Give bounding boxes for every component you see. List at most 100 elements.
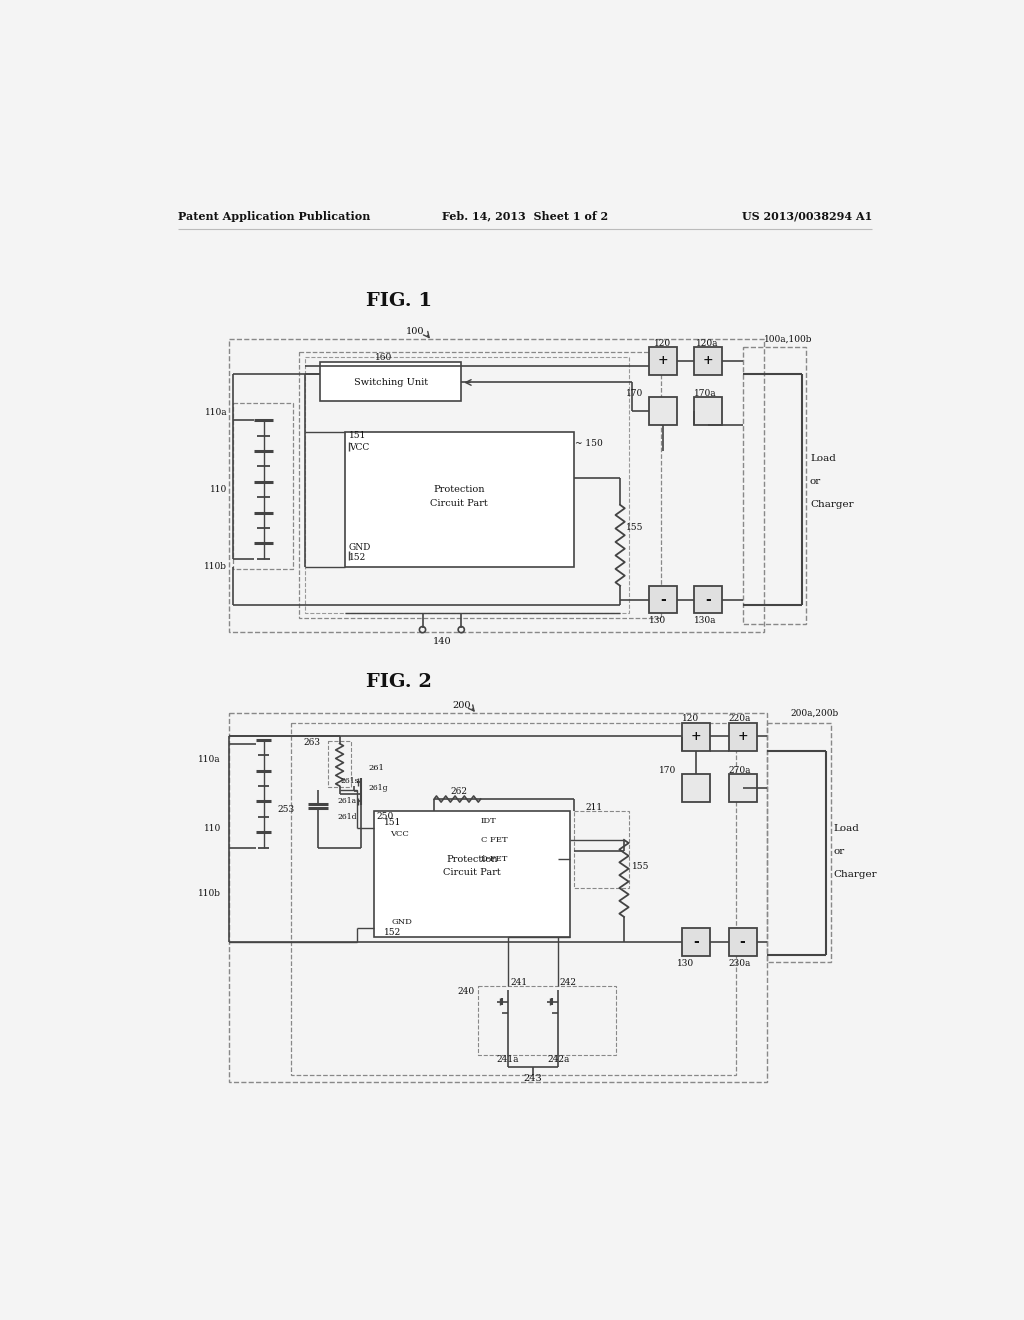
- Text: 130: 130: [677, 958, 694, 968]
- Text: or: or: [834, 847, 845, 855]
- Text: Patent Application Publication: Patent Application Publication: [178, 211, 371, 222]
- Text: 110a: 110a: [205, 408, 227, 417]
- Text: +: +: [691, 730, 701, 743]
- Text: VCC: VCC: [349, 442, 369, 451]
- Text: 261: 261: [369, 764, 384, 772]
- Bar: [742, 347, 806, 624]
- Text: Circuit Part: Circuit Part: [430, 499, 487, 508]
- Bar: [649, 586, 677, 614]
- Text: or: or: [810, 478, 821, 486]
- Text: 242: 242: [560, 978, 577, 987]
- Bar: [232, 404, 293, 569]
- Text: 170: 170: [626, 389, 643, 397]
- Text: 110a: 110a: [199, 755, 221, 763]
- Text: 170: 170: [659, 766, 677, 775]
- Text: 120a: 120a: [696, 339, 719, 347]
- Text: 160: 160: [375, 352, 392, 362]
- Text: 170a: 170a: [693, 389, 717, 397]
- Text: GND: GND: [391, 919, 413, 927]
- Text: 261s: 261s: [340, 776, 359, 784]
- Text: IDT: IDT: [480, 817, 497, 825]
- Text: 152: 152: [384, 928, 401, 937]
- Text: 110: 110: [204, 824, 221, 833]
- Text: Load: Load: [810, 454, 836, 463]
- Text: 263: 263: [303, 738, 321, 747]
- Text: 261d: 261d: [337, 813, 356, 821]
- Text: Charger: Charger: [810, 500, 854, 510]
- Bar: [682, 775, 710, 803]
- Text: D-FET: D-FET: [480, 855, 508, 863]
- Text: 241a: 241a: [497, 1055, 519, 1064]
- Text: 243: 243: [523, 1074, 542, 1082]
- Text: +: +: [737, 730, 748, 743]
- Bar: [345, 432, 573, 566]
- Text: GND: GND: [349, 543, 372, 552]
- Text: 130: 130: [649, 616, 666, 624]
- Text: 200: 200: [452, 701, 470, 710]
- Text: 120: 120: [654, 339, 672, 347]
- Text: -: -: [739, 936, 745, 949]
- Bar: [729, 775, 757, 803]
- Bar: [328, 742, 351, 788]
- Bar: [649, 347, 677, 375]
- Text: Protection: Protection: [433, 484, 484, 494]
- Bar: [321, 363, 461, 401]
- Bar: [693, 586, 722, 614]
- Text: 152: 152: [349, 553, 367, 562]
- Text: 130a: 130a: [693, 616, 716, 624]
- Bar: [228, 713, 767, 1082]
- Text: 242a: 242a: [547, 1055, 569, 1064]
- Text: 211: 211: [586, 803, 602, 812]
- Text: 140: 140: [432, 638, 452, 647]
- Bar: [693, 397, 722, 425]
- Bar: [228, 339, 764, 632]
- Text: Circuit Part: Circuit Part: [443, 869, 501, 878]
- Text: 220a: 220a: [729, 714, 751, 723]
- Bar: [478, 986, 616, 1056]
- Bar: [574, 812, 629, 888]
- Bar: [649, 397, 677, 425]
- Text: Load: Load: [834, 824, 859, 833]
- Text: 151: 151: [384, 817, 401, 826]
- Text: 241: 241: [511, 978, 528, 987]
- Text: Protection: Protection: [446, 854, 498, 863]
- Text: 100: 100: [406, 327, 424, 337]
- Bar: [693, 347, 722, 375]
- Bar: [375, 812, 569, 937]
- Text: Charger: Charger: [834, 870, 877, 879]
- Text: 155: 155: [632, 862, 649, 871]
- Text: 110b: 110b: [198, 890, 221, 898]
- Text: +: +: [702, 354, 713, 367]
- Text: 155: 155: [627, 524, 644, 532]
- Bar: [767, 723, 830, 961]
- Bar: [682, 723, 710, 751]
- Text: Feb. 14, 2013  Sheet 1 of 2: Feb. 14, 2013 Sheet 1 of 2: [441, 211, 608, 222]
- Bar: [291, 723, 736, 1074]
- Text: 110: 110: [210, 484, 227, 494]
- Text: US 2013/0038294 A1: US 2013/0038294 A1: [741, 211, 872, 222]
- Text: 270a: 270a: [729, 766, 752, 775]
- Bar: [729, 928, 757, 956]
- Bar: [682, 928, 710, 956]
- Text: VCC: VCC: [390, 830, 409, 838]
- Text: FIG. 2: FIG. 2: [367, 673, 432, 690]
- Text: -: -: [659, 593, 666, 607]
- Text: 200a,200b: 200a,200b: [791, 709, 839, 717]
- Text: +: +: [657, 354, 668, 367]
- Text: -: -: [693, 936, 699, 949]
- Text: C FET: C FET: [480, 836, 507, 843]
- Text: -: -: [705, 593, 711, 607]
- Text: 261a: 261a: [338, 797, 356, 805]
- Text: 250: 250: [376, 812, 393, 821]
- Text: 240: 240: [458, 987, 474, 997]
- Text: 262: 262: [451, 787, 467, 796]
- Text: Switching Unit: Switching Unit: [353, 378, 428, 387]
- Bar: [729, 723, 757, 751]
- Text: 253: 253: [278, 805, 295, 813]
- Text: 261g: 261g: [369, 784, 388, 792]
- Text: 110b: 110b: [204, 562, 227, 572]
- Text: ~ 150: ~ 150: [575, 438, 603, 447]
- Text: 100a,100b: 100a,100b: [764, 335, 812, 343]
- Text: 151: 151: [349, 432, 367, 440]
- Text: FIG. 1: FIG. 1: [367, 292, 432, 310]
